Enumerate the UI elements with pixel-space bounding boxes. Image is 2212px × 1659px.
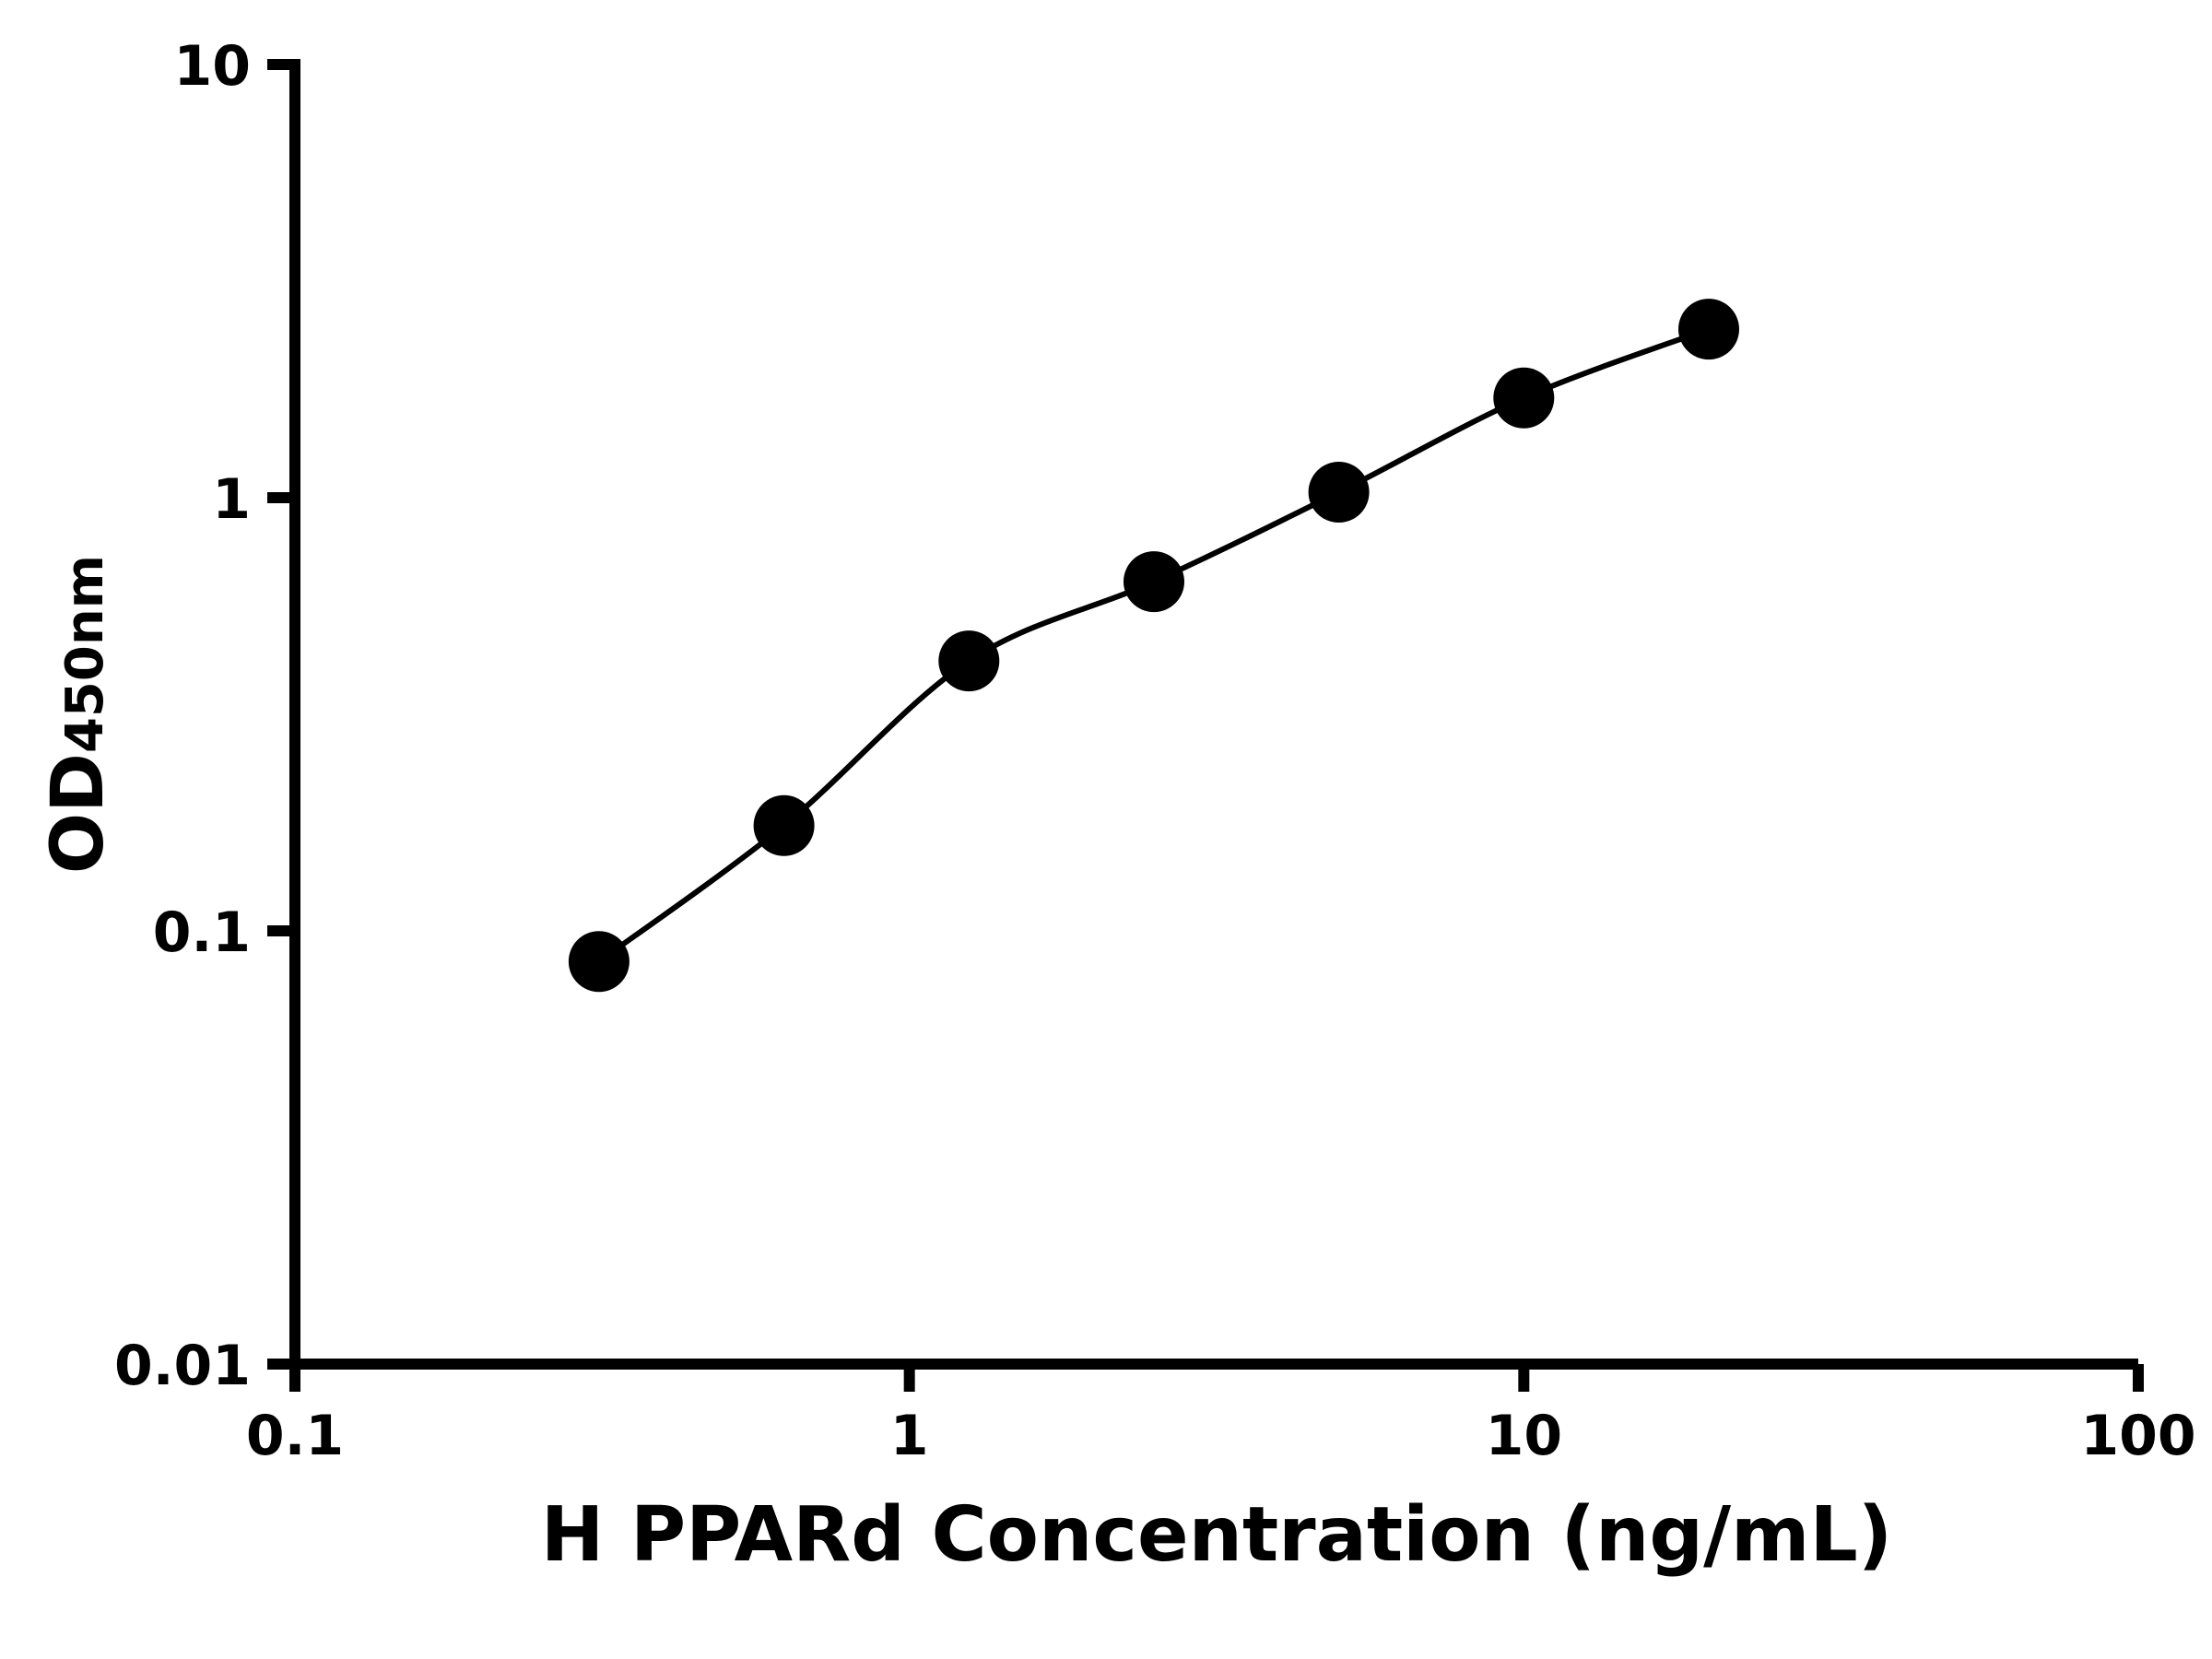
data-point xyxy=(753,794,815,856)
x-tick-label: 100 xyxy=(2080,1404,2195,1468)
x-tick-label: 0.1 xyxy=(246,1404,344,1468)
y-tick-label: 0.01 xyxy=(114,1334,251,1398)
x-axis-title: H PPARd Concentration (ng/mL) xyxy=(540,1491,1893,1579)
y-axis-title-main: OD xyxy=(37,753,120,875)
axes-spines xyxy=(289,59,2138,1370)
x-tick-label: 1 xyxy=(890,1404,929,1468)
y-tick-label: 0.1 xyxy=(153,900,251,965)
y-tick-label: 10 xyxy=(174,34,252,99)
fit-curve xyxy=(597,326,1711,964)
data-point xyxy=(1493,367,1555,429)
x-tick-label: 10 xyxy=(1486,1404,1563,1468)
y-axis-title-sub: 450nm xyxy=(55,554,115,754)
data-point xyxy=(568,931,629,993)
y-axis-title: OD450nm xyxy=(37,555,120,874)
data-point xyxy=(938,630,1000,692)
data-point xyxy=(1124,551,1184,613)
data-point xyxy=(1678,299,1739,360)
data-point xyxy=(1308,462,1370,523)
y-tick-label: 1 xyxy=(212,467,251,532)
